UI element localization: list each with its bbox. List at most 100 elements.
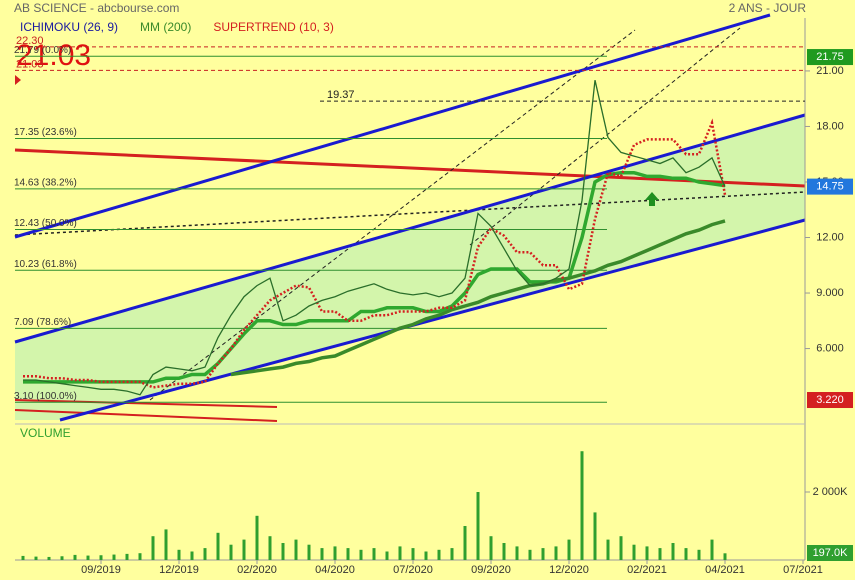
volume-bar — [190, 551, 194, 560]
volume-bar — [554, 546, 558, 560]
trend-line — [149, 29, 636, 401]
volume-bar — [723, 553, 727, 560]
volume-value-label: 197.0K — [813, 547, 849, 559]
volume-bar — [645, 546, 649, 560]
price-marker — [807, 49, 853, 66]
channel-line — [59, 218, 806, 422]
trend-line — [14, 399, 278, 408]
x-tick-label: 09/2020 — [471, 564, 511, 576]
price-marker-label: 3.220 — [816, 394, 844, 406]
volume-bar — [229, 544, 233, 560]
volume-bar — [216, 532, 220, 560]
volume-bar — [424, 551, 428, 560]
price-marker-label: 21.75 — [816, 51, 844, 63]
volume-bar — [307, 544, 311, 560]
volume-bar — [346, 548, 350, 560]
volume-bar — [463, 526, 467, 560]
volume-bar — [47, 556, 51, 560]
level-label: 22.30 — [16, 35, 44, 47]
volume-bar — [294, 539, 298, 560]
fib-label: 12.43 (50.0%) — [14, 218, 77, 229]
volume-bar — [86, 555, 90, 560]
volume-bar — [710, 539, 714, 560]
volume-bar — [450, 548, 454, 560]
y-tick-label: 2 000K — [813, 486, 849, 498]
volume-bar — [242, 539, 246, 560]
volume-bar — [203, 548, 207, 560]
volume-bar — [671, 543, 675, 560]
signal-arrow — [645, 192, 659, 206]
volume-bar — [567, 539, 571, 560]
volume-bar — [281, 543, 285, 560]
x-tick-label: 02/2020 — [237, 564, 277, 576]
volume-bar — [21, 555, 25, 560]
price-line — [23, 80, 726, 396]
x-tick-label: 07/2020 — [393, 564, 433, 576]
price-marker — [807, 392, 853, 409]
volume-bar — [476, 492, 480, 560]
volume-bar — [697, 549, 701, 560]
volume-marker — [807, 545, 853, 561]
volume-bar — [138, 553, 142, 560]
volume-bar — [34, 556, 38, 560]
y-tick-label: 12.00 — [816, 231, 844, 243]
volume-bar — [372, 548, 376, 560]
x-tick-label: 09/2019 — [81, 564, 121, 576]
fib-label: 14.63 (38.2%) — [14, 177, 77, 188]
volume-bar — [541, 548, 545, 560]
channel-line — [14, 113, 806, 344]
period: 2 ANS - JOUR — [729, 1, 807, 15]
price-marker — [807, 178, 853, 195]
x-tick-label: 12/2019 — [159, 564, 199, 576]
volume-bar — [73, 554, 77, 560]
x-tick-label: 04/2020 — [315, 564, 355, 576]
volume-bar — [593, 512, 597, 560]
volume-bar — [437, 549, 441, 560]
volume-bar — [268, 536, 272, 560]
volume-bar — [528, 549, 532, 560]
volume-bar — [151, 536, 155, 560]
volume-bar — [359, 549, 363, 560]
volume-bar — [177, 549, 181, 560]
last-quote: 21.03 — [16, 39, 91, 72]
chart-title: AB SCIENCE - abcbourse.com — [14, 1, 179, 15]
channel-fill — [15, 115, 805, 420]
y-tick-label: 18.00 — [816, 120, 844, 132]
volume-bar — [606, 539, 610, 560]
volume-bar — [164, 529, 168, 560]
y-tick-label: 21.00 — [816, 65, 844, 77]
volume-bar — [60, 556, 64, 560]
legend-entry: MM (200) — [140, 20, 191, 34]
volume-bar — [125, 553, 129, 560]
volume-label: VOLUME — [20, 426, 71, 440]
volume-bar — [398, 546, 402, 560]
indicator-line — [23, 118, 727, 389]
legend-entry: SUPERTREND (10, 3) — [213, 20, 333, 34]
x-tick-label: 02/2021 — [627, 564, 667, 576]
legend: ICHIMOKU (26, 9) MM (200) SUPERTREND (10, … — [20, 20, 334, 34]
x-tick-label: 04/2021 — [705, 564, 745, 576]
volume-bar — [658, 548, 662, 560]
fib-label: 10.23 (61.8%) — [14, 259, 77, 270]
volume-bar — [411, 548, 415, 560]
channel-line — [14, 13, 771, 239]
level-label: 19.37 — [327, 89, 355, 101]
volume-bar — [515, 546, 519, 560]
y-tick-label: 9.000 — [816, 287, 844, 299]
volume-bar — [619, 536, 623, 560]
trend-line — [469, 27, 741, 246]
volume-bar — [385, 551, 389, 560]
y-tick-label: 6.000 — [816, 342, 844, 354]
volume-bar — [632, 544, 636, 560]
legend-entry: ICHIMOKU (26, 9) — [20, 20, 118, 34]
x-tick-label: 12/2020 — [549, 564, 589, 576]
volume-bar — [580, 451, 584, 560]
volume-bar — [99, 555, 103, 560]
level-label: 21.03 — [16, 58, 44, 70]
volume-bar — [684, 548, 688, 560]
volume-bar — [255, 515, 259, 560]
fib-label: 21.79 (0.0%) — [14, 45, 71, 56]
volume-bar — [333, 546, 337, 560]
volume-bar — [502, 543, 506, 560]
